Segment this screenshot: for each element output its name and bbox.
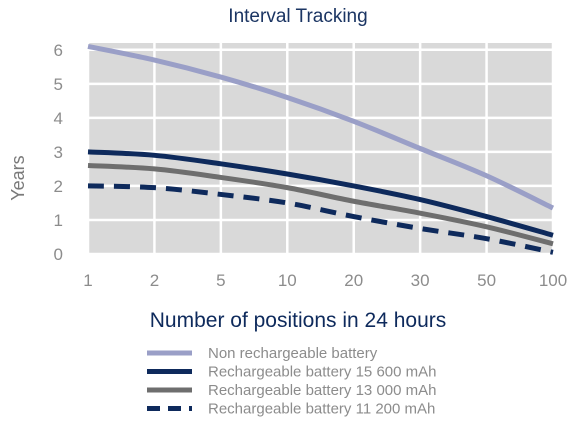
legend-label-4: Rechargeable battery 11 200 mAh xyxy=(208,401,435,418)
x-tick-label: 5 xyxy=(216,271,225,290)
legend: Non rechargeable battery Rechargeable bat… xyxy=(147,345,436,418)
chart-title: Interval Tracking xyxy=(228,6,367,27)
plot-area xyxy=(86,43,555,256)
series-line-4 xyxy=(87,183,554,255)
series-line-3 xyxy=(87,163,554,247)
legend-label-3: Rechargeable battery 13 000 mAh xyxy=(208,382,436,399)
series-lines xyxy=(87,43,555,255)
series-line-1 xyxy=(87,43,555,211)
x-tick-label: 10 xyxy=(278,271,297,290)
legend-label-2: Rechargeable battery 15 600 mAh xyxy=(208,364,436,381)
y-tick-label: 3 xyxy=(54,143,63,162)
y-tick-label: 1 xyxy=(54,211,63,230)
x-tick-label: 50 xyxy=(477,271,496,290)
series-line-2 xyxy=(87,149,554,238)
y-tick-label: 6 xyxy=(54,41,63,60)
y-tick-label: 4 xyxy=(54,109,63,128)
x-tick-labels: 1 2 5 10 20 30 50 100 xyxy=(83,271,567,290)
plot-background xyxy=(88,43,553,254)
x-tick-label: 1 xyxy=(83,271,92,290)
x-tick-label: 30 xyxy=(411,271,430,290)
x-tick-label: 2 xyxy=(150,271,159,290)
y-tick-label: 0 xyxy=(54,245,63,264)
legend-label-1: Non rechargeable battery xyxy=(208,345,378,362)
y-tick-label: 5 xyxy=(54,75,63,94)
x-axis-label: Number of positions in 24 hours xyxy=(150,309,447,332)
y-axis-label: Years xyxy=(8,155,28,200)
y-tick-labels: 0 1 2 3 4 5 6 xyxy=(54,41,63,264)
y-tick-label: 2 xyxy=(54,177,63,196)
x-tick-label: 100 xyxy=(539,271,567,290)
x-tick-label: 20 xyxy=(344,271,363,290)
